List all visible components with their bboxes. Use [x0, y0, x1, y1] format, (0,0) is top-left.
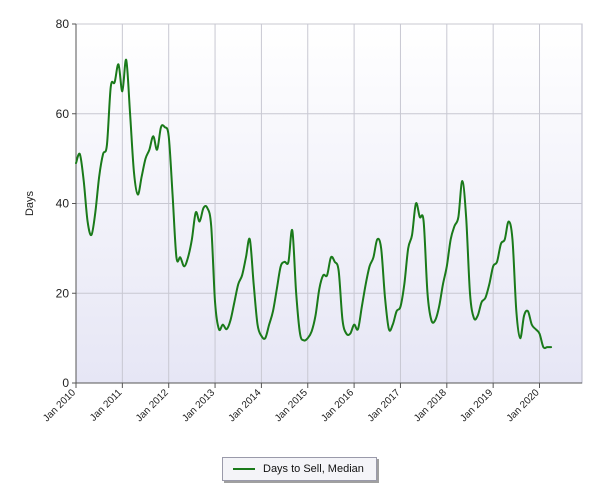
x-tick-label: Jan 2016	[319, 387, 356, 424]
x-tick-label: Jan 2013	[180, 387, 217, 424]
y-tick-label: 0	[62, 376, 69, 390]
x-tick-label: Jan 2019	[458, 387, 495, 424]
x-tick-label: Jan 2012	[134, 387, 171, 424]
y-tick-label: 20	[56, 286, 70, 300]
legend-swatch	[233, 468, 255, 470]
x-tick-label: Jan 2014	[227, 387, 264, 424]
legend-label: Days to Sell, Median	[263, 463, 364, 475]
y-tick-label: 40	[56, 197, 70, 211]
axes	[72, 23, 582, 388]
series-layer	[75, 58, 553, 350]
x-tick-label: Jan 2015	[273, 387, 310, 424]
x-tick-label: Jan 2011	[88, 387, 125, 424]
x-tick-label: Jan 2017	[366, 387, 403, 424]
y-axis-title: Days	[24, 190, 36, 216]
x-tick-label: Jan 2010	[41, 387, 78, 424]
x-tick-label: Jan 2018	[412, 387, 449, 424]
y-tick-label: 80	[56, 17, 70, 31]
x-axis-tick-labels: Jan 2010 Jan 2011 Jan 2012 Jan 2013 Jan 2014…	[41, 387, 542, 424]
series-line-days-to-sell-median	[75, 58, 553, 350]
y-axis-tick-labels: 0 20 40 60 80	[56, 17, 70, 390]
legend: Days to Sell, Median	[222, 457, 377, 481]
x-tick-label: Jan 2020	[505, 387, 542, 424]
y-tick-label: 60	[56, 107, 70, 121]
